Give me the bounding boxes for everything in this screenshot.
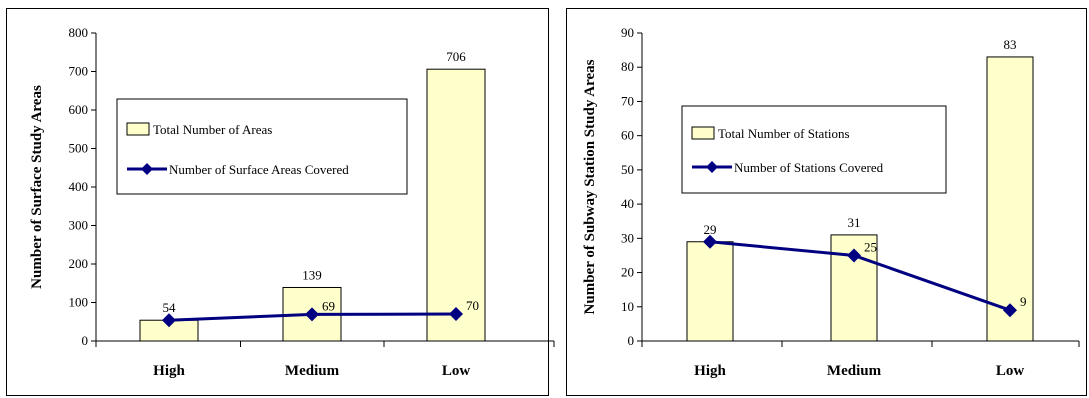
legend-box — [116, 98, 408, 195]
line-point-marker — [162, 313, 176, 328]
y-tick-label: 0 — [82, 333, 89, 348]
y-tick-label: 10 — [621, 299, 634, 314]
y-tick-label: 0 — [628, 333, 635, 348]
x-category-label: Medium — [285, 363, 340, 379]
bar — [986, 56, 1034, 342]
bar-data-label: 31 — [848, 215, 861, 230]
y-tick-label: 700 — [69, 64, 89, 79]
line-point-marker — [449, 307, 463, 322]
legend-line-label: Number of Surface Areas Covered — [169, 162, 349, 177]
y-tick-label: 90 — [621, 25, 634, 40]
line-point-marker — [305, 307, 319, 322]
legend-bar-swatch — [126, 122, 150, 136]
y-tick-label: 40 — [621, 196, 634, 211]
y-tick-label: 80 — [621, 59, 634, 74]
legend-line-label: Number of Stations Covered — [734, 160, 884, 175]
line-data-label: 9 — [1020, 294, 1027, 309]
line-point-marker — [703, 234, 717, 249]
y-axis-title: Number of Surface Study Areas — [29, 85, 45, 289]
line-data-label: 69 — [322, 298, 335, 313]
x-category-label: Low — [442, 363, 471, 379]
legend-bar-label: Total Number of Stations — [718, 126, 850, 141]
y-tick-label: 600 — [69, 102, 89, 117]
legend-box — [681, 105, 947, 194]
legend-bar-swatch — [691, 126, 715, 140]
bar-data-label: 139 — [302, 267, 322, 282]
subway-station-study-areas-chart: 0 10 20 30 40 50 60 70 80 90 High Medium Low Number o… — [566, 8, 1087, 396]
surface-chart-svg: 0 100 200 300 400 500 600 700 800 High Medium Low Nu… — [29, 25, 555, 379]
y-tick-label: 200 — [69, 256, 89, 271]
line-point-marker — [1003, 303, 1017, 318]
surface-study-areas-chart: 0 100 200 300 400 500 600 700 800 High Medium Low Nu… — [6, 8, 555, 396]
bar — [426, 68, 486, 342]
line-point-marker — [847, 248, 861, 263]
subway-chart-svg: 0 10 20 30 40 50 60 70 80 90 High Medium Low Number o… — [582, 25, 1080, 379]
x-category-label: High — [694, 363, 726, 379]
bar — [686, 241, 734, 342]
y-tick-label: 100 — [69, 295, 89, 310]
legend-line-marker — [141, 163, 153, 175]
y-tick-label: 300 — [69, 218, 89, 233]
y-tick-label: 70 — [621, 93, 634, 108]
y-tick-label: 60 — [621, 128, 634, 143]
x-category-label: High — [153, 363, 185, 379]
y-tick-label: 50 — [621, 162, 634, 177]
y-tick-label: 800 — [69, 25, 89, 40]
line-data-label: 70 — [466, 298, 479, 313]
bar-data-label: 83 — [1004, 37, 1017, 52]
x-category-label: Low — [996, 363, 1025, 379]
y-tick-label: 20 — [621, 265, 634, 280]
y-axis-title: Number of Subway Station Study Areas — [582, 59, 598, 314]
y-tick-label: 30 — [621, 230, 634, 245]
bar-data-label: 706 — [446, 49, 466, 64]
y-tick-label: 400 — [69, 179, 89, 194]
legend-bar-label: Total Number of Areas — [153, 122, 272, 137]
bar-data-label: 29 — [704, 222, 717, 237]
legend-line-marker — [706, 161, 718, 173]
bar-data-label: 54 — [163, 300, 177, 315]
x-category-label: Medium — [827, 363, 882, 379]
line-data-label: 25 — [864, 239, 877, 254]
y-tick-label: 500 — [69, 141, 89, 156]
